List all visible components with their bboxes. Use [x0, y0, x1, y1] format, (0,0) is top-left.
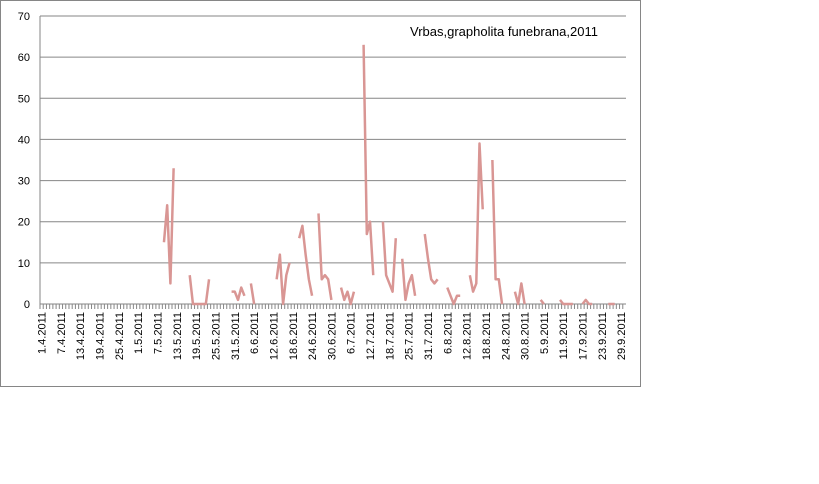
y-tick-label: 30 — [18, 176, 30, 188]
y-tick-label: 0 — [24, 299, 30, 311]
x-tick-label: 13.4.2011 — [75, 312, 87, 360]
x-tick-label: 13.5.2011 — [172, 312, 184, 360]
x-tick-label: 19.5.2011 — [191, 312, 203, 360]
y-tick-label: 10 — [18, 258, 30, 270]
chart-title: Vrbas,grapholita funebrana,2011 — [410, 24, 598, 39]
x-tick-label: 24.6.2011 — [307, 312, 319, 360]
y-tick-label: 20 — [18, 217, 30, 229]
x-tick-label: 11.9.2011 — [558, 312, 570, 359]
y-tick-label: 40 — [18, 134, 30, 146]
x-tick-label: 18.6.2011 — [288, 312, 300, 360]
x-tick-label: 25.4.2011 — [114, 312, 126, 360]
x-tick-label: 5.9.2011 — [539, 312, 551, 354]
x-tick-label: 1.5.2011 — [133, 312, 145, 354]
x-tick-label: 18.8.2011 — [481, 312, 493, 360]
x-tick-label: 6.6.2011 — [249, 312, 261, 354]
x-tick-label: 7.5.2011 — [153, 312, 165, 354]
y-tick-label: 60 — [18, 52, 30, 64]
series-line — [162, 44, 615, 306]
x-tick-label: 19.4.2011 — [95, 312, 107, 360]
x-tick-label: 17.9.2011 — [578, 312, 590, 360]
x-tick-label: 29.9.2011 — [616, 312, 628, 360]
y-tick-label: 50 — [18, 93, 30, 105]
x-tick-label: 18.7.2011 — [384, 312, 396, 360]
x-tick-label: 6.8.2011 — [442, 312, 454, 354]
x-tick-label: 31.5.2011 — [230, 312, 242, 360]
x-tick-label: 25.5.2011 — [210, 312, 222, 360]
x-tick-label: 7.4.2011 — [56, 312, 68, 354]
x-tick-label: 31.7.2011 — [423, 312, 435, 360]
y-tick-label: 70 — [18, 11, 30, 23]
x-tick-label: 30.6.2011 — [326, 312, 338, 360]
x-tick-label: 6.7.2011 — [346, 312, 358, 354]
x-tick-label: 30.8.2011 — [520, 312, 532, 360]
x-tick-label: 1.4.2011 — [37, 312, 49, 354]
x-tick-label: 23.9.2011 — [597, 312, 609, 360]
chart-frame — [0, 0, 641, 387]
x-tick-label: 12.7.2011 — [365, 312, 377, 360]
x-tick-label: 12.8.2011 — [462, 312, 474, 360]
x-tick-label: 25.7.2011 — [404, 312, 416, 360]
x-tick-label: 24.8.2011 — [500, 312, 512, 360]
x-tick-label: 12.6.2011 — [268, 312, 280, 360]
